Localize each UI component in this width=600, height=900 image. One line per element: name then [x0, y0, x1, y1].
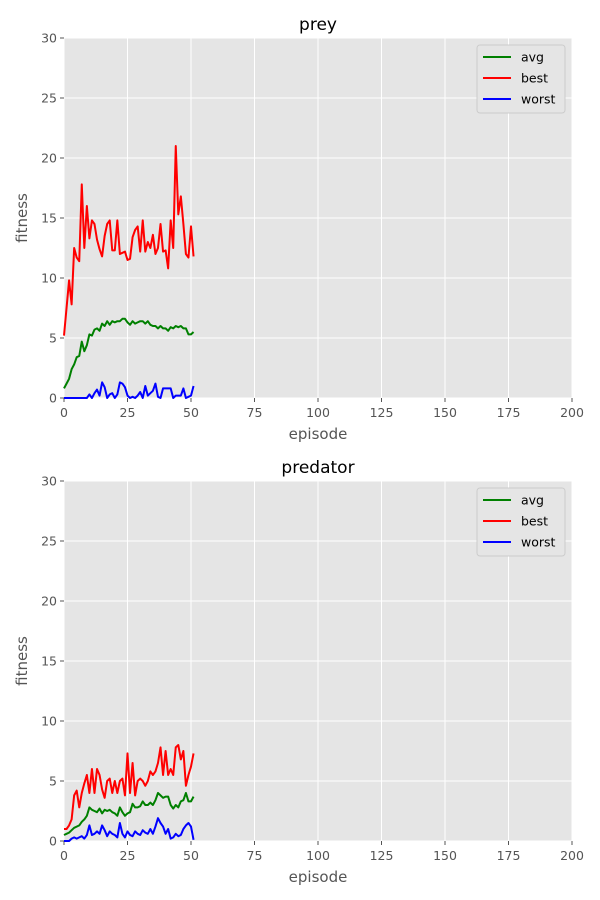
predator-ytick-label: 30 — [41, 474, 57, 489]
predator-ytick-label: 0 — [49, 834, 57, 849]
prey-legend: avg best worst — [476, 44, 566, 114]
prey-xtick-label: 125 — [370, 405, 394, 420]
prey-legend-label-best: best — [521, 71, 548, 86]
predator-xlabel: episode — [289, 868, 348, 886]
prey-series-worst — [64, 381, 195, 399]
prey-ytick-label: 25 — [41, 91, 57, 106]
predator-xtick-label: 0 — [60, 848, 68, 863]
prey-xtick-label: 50 — [183, 405, 199, 420]
predator-series-best — [64, 744, 195, 830]
prey-ytick-label: 15 — [41, 211, 57, 226]
predator-ytick-label: 20 — [41, 594, 57, 609]
prey-ytick-label: 0 — [49, 391, 57, 406]
prey-title: prey — [299, 15, 337, 35]
prey-xtick-label: 0 — [60, 405, 68, 420]
predator-ylabel: fitness — [13, 636, 31, 686]
predator-series-worst — [64, 817, 195, 842]
predator-xtick-label: 200 — [560, 848, 584, 863]
predator-legend-label-worst: worst — [521, 535, 556, 550]
prey-series-avg — [63, 317, 195, 389]
predator-legend-label-best: best — [521, 514, 548, 529]
prey-xtick-label: 175 — [497, 405, 521, 420]
prey-ylabel: fitness — [13, 193, 31, 243]
predator-title: predator — [281, 458, 354, 478]
prey-xtick-label: 100 — [306, 405, 330, 420]
predator-xtick-label: 75 — [247, 848, 263, 863]
predator-xtick-label: 150 — [433, 848, 457, 863]
predator-ytick-label: 5 — [49, 774, 57, 789]
prey-ytick-label: 5 — [49, 331, 57, 346]
predator-xtick-label: 100 — [306, 848, 330, 863]
prey-chart: 0 25 50 75 100 125 150 175 200 0 5 10 15 20 25 30 prey ep… — [13, 15, 584, 443]
prey-xtick-label: 150 — [433, 405, 457, 420]
predator-legend: avg best worst — [476, 487, 566, 557]
predator-ytick-label: 25 — [41, 534, 57, 549]
prey-series-best — [63, 145, 195, 336]
prey-xtick-label: 75 — [247, 405, 263, 420]
prey-xlabel: episode — [289, 425, 348, 443]
prey-ytick-label: 10 — [41, 271, 57, 286]
prey-ytick-label: 30 — [41, 31, 57, 46]
predator-xtick-label: 50 — [183, 848, 199, 863]
predator-xtick-label: 175 — [497, 848, 521, 863]
predator-xtick-label: 125 — [370, 848, 394, 863]
prey-xtick-label: 200 — [560, 405, 584, 420]
predator-legend-label-avg: avg — [521, 493, 544, 508]
prey-legend-label-worst: worst — [521, 92, 556, 107]
prey-ytick-label: 20 — [41, 151, 57, 166]
prey-legend-box — [476, 44, 566, 114]
predator-ytick-label: 10 — [41, 714, 57, 729]
prey-legend-label-avg: avg — [521, 50, 544, 65]
predator-xtick-label: 25 — [120, 848, 136, 863]
predator-legend-box — [476, 487, 566, 557]
predator-ytick-label: 15 — [41, 654, 57, 669]
prey-xtick-label: 25 — [120, 405, 136, 420]
predator-series-avg — [63, 792, 195, 836]
predator-chart: 0 25 50 75 100 125 150 175 200 0 5 10 15 20 25 30 predat… — [13, 458, 584, 886]
